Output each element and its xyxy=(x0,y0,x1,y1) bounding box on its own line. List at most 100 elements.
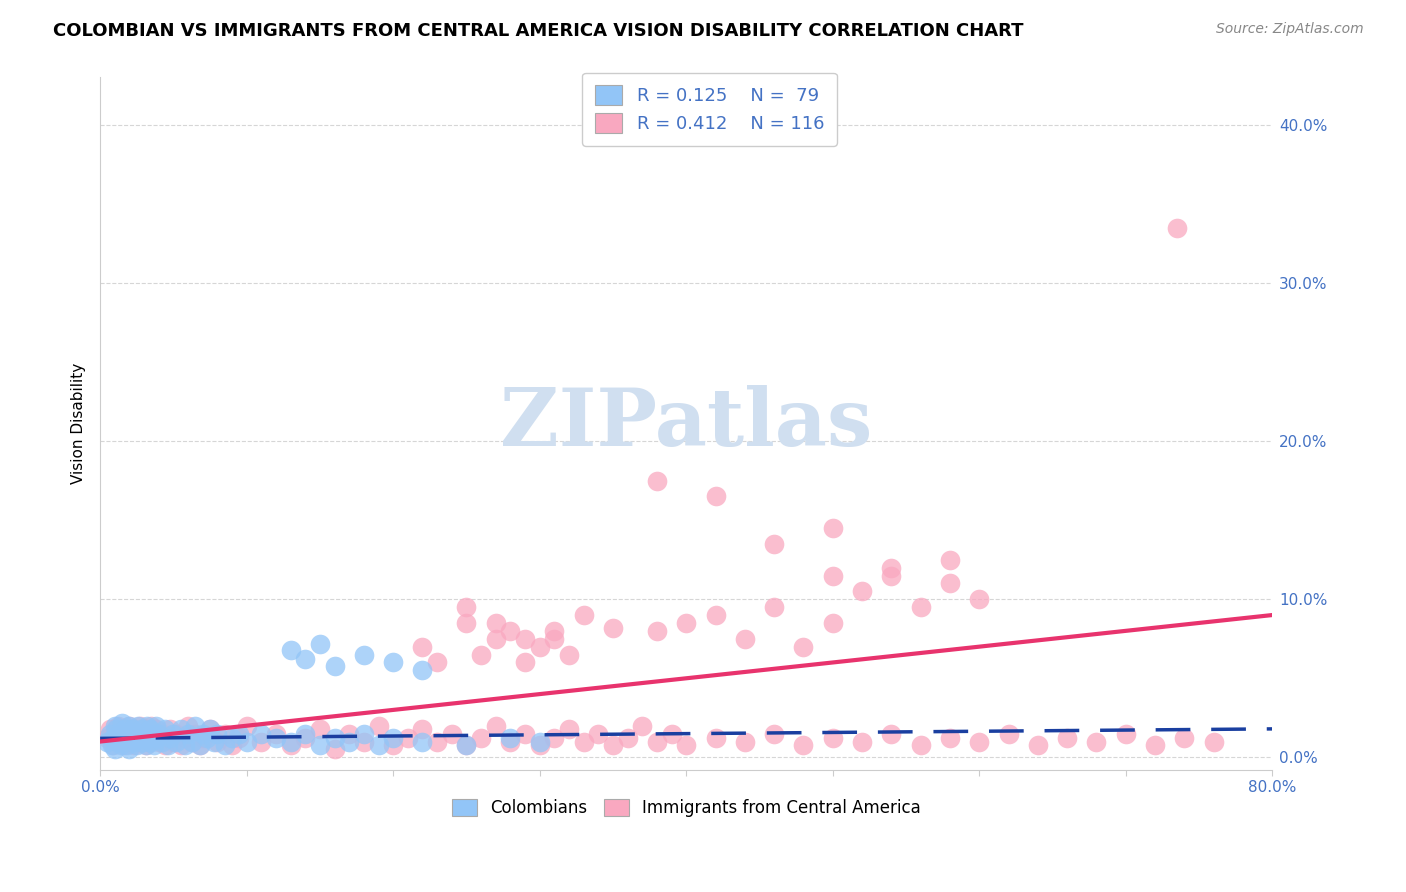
Point xyxy=(250,734,273,748)
Point xyxy=(456,738,478,752)
Point xyxy=(202,734,225,748)
Point xyxy=(111,722,134,736)
Point xyxy=(337,734,360,748)
Point xyxy=(382,656,405,670)
Point xyxy=(108,734,131,748)
Point xyxy=(382,731,405,746)
Point xyxy=(250,726,273,740)
Point xyxy=(195,731,218,746)
Point xyxy=(228,731,250,746)
Point xyxy=(602,621,624,635)
Point xyxy=(105,722,128,736)
Point xyxy=(221,738,243,752)
Point xyxy=(426,734,449,748)
Point xyxy=(117,734,139,748)
Point xyxy=(120,731,142,746)
Point xyxy=(704,731,727,746)
Point xyxy=(142,726,165,740)
Point xyxy=(763,600,786,615)
Point xyxy=(153,722,176,736)
Point xyxy=(191,731,214,746)
Point xyxy=(353,648,375,662)
Point xyxy=(661,726,683,740)
Point xyxy=(115,726,138,740)
Point xyxy=(1144,738,1167,752)
Point xyxy=(138,731,160,746)
Point xyxy=(734,734,756,748)
Point xyxy=(138,734,160,748)
Point xyxy=(396,731,419,746)
Point xyxy=(294,726,316,740)
Point xyxy=(132,726,155,740)
Point xyxy=(143,738,166,752)
Point xyxy=(184,719,207,733)
Point xyxy=(763,537,786,551)
Point xyxy=(631,719,654,733)
Point xyxy=(198,722,221,736)
Point xyxy=(572,608,595,623)
Point xyxy=(645,734,668,748)
Point xyxy=(821,521,844,535)
Point xyxy=(162,734,184,748)
Point xyxy=(107,734,129,748)
Point xyxy=(184,726,207,740)
Text: Source: ZipAtlas.com: Source: ZipAtlas.com xyxy=(1216,22,1364,37)
Point xyxy=(440,726,463,740)
Point xyxy=(280,734,302,748)
Point xyxy=(159,731,181,746)
Point xyxy=(411,664,433,678)
Point xyxy=(177,726,200,740)
Point xyxy=(104,742,127,756)
Point xyxy=(734,632,756,646)
Point xyxy=(704,608,727,623)
Point xyxy=(821,568,844,582)
Point xyxy=(353,734,375,748)
Point xyxy=(880,726,903,740)
Point xyxy=(214,738,236,752)
Point xyxy=(159,722,181,736)
Point xyxy=(181,734,204,748)
Point xyxy=(675,615,697,630)
Text: ZIPatlas: ZIPatlas xyxy=(501,384,872,463)
Point xyxy=(141,734,163,748)
Point xyxy=(821,731,844,746)
Point xyxy=(264,731,287,746)
Point xyxy=(851,584,873,599)
Point xyxy=(1085,734,1108,748)
Point xyxy=(128,731,150,746)
Point xyxy=(353,726,375,740)
Point xyxy=(558,648,581,662)
Point xyxy=(174,731,197,746)
Point xyxy=(165,726,187,740)
Point xyxy=(162,726,184,740)
Point xyxy=(939,552,962,566)
Point xyxy=(228,726,250,740)
Point xyxy=(309,636,332,650)
Point xyxy=(112,731,135,746)
Point xyxy=(792,738,814,752)
Point xyxy=(264,726,287,740)
Point xyxy=(150,734,173,748)
Point xyxy=(150,726,173,740)
Point xyxy=(499,734,522,748)
Point xyxy=(125,738,148,752)
Point xyxy=(101,738,124,752)
Point xyxy=(821,615,844,630)
Point xyxy=(294,652,316,666)
Point xyxy=(124,726,146,740)
Point xyxy=(120,731,142,746)
Y-axis label: Vision Disability: Vision Disability xyxy=(72,363,86,484)
Point xyxy=(309,738,332,752)
Point xyxy=(456,738,478,752)
Point xyxy=(191,726,214,740)
Point xyxy=(645,624,668,638)
Point xyxy=(470,648,492,662)
Point xyxy=(127,734,149,748)
Point xyxy=(485,632,508,646)
Point xyxy=(485,719,508,733)
Point xyxy=(529,734,551,748)
Point xyxy=(1202,734,1225,748)
Point xyxy=(499,624,522,638)
Point xyxy=(499,731,522,746)
Point xyxy=(135,738,157,752)
